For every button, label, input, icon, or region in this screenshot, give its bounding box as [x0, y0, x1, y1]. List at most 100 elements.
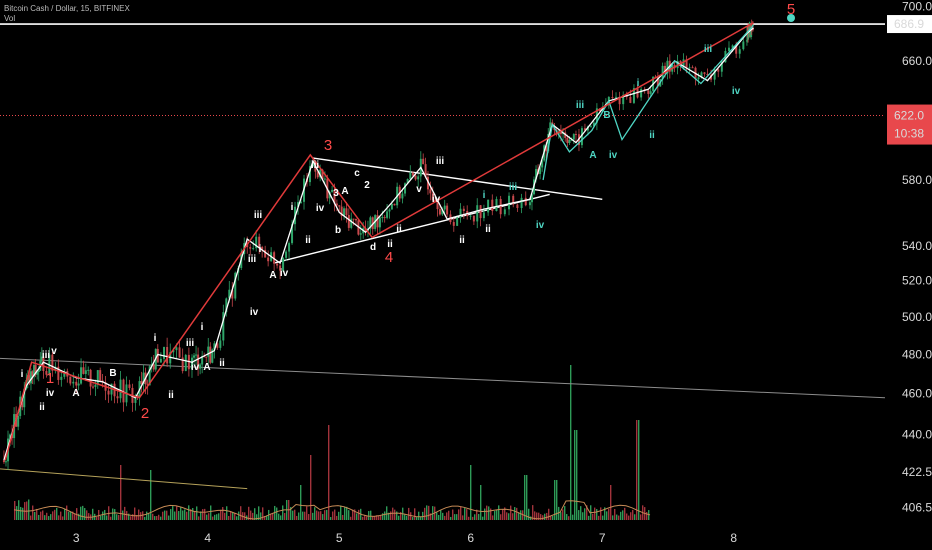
- price-axis-label: 580.0: [902, 173, 932, 187]
- candle-body: [386, 211, 389, 218]
- wave-label-white: i: [21, 369, 24, 380]
- candle-body: [417, 176, 420, 180]
- candle-body: [42, 356, 45, 371]
- candle-body: [580, 128, 583, 146]
- volume-bar: [328, 425, 330, 520]
- candle-body: [404, 183, 407, 194]
- candle-body: [371, 217, 374, 229]
- volume-bar: [190, 509, 192, 520]
- volume-bar: [74, 513, 76, 520]
- price-axis-label: 460.0: [902, 387, 932, 401]
- volume-bar: [332, 511, 334, 520]
- volume-bar: [100, 515, 102, 520]
- volume-bar: [292, 510, 294, 520]
- candle-body: [75, 381, 78, 386]
- volume-bar: [210, 505, 212, 520]
- volume-bar: [250, 510, 252, 520]
- volume-bar: [62, 516, 64, 520]
- candle-body: [495, 198, 498, 212]
- candle-body: [134, 395, 137, 403]
- volume-bar: [408, 507, 410, 520]
- candle-body: [57, 366, 60, 380]
- volume-bar: [290, 507, 292, 520]
- volume-bar: [546, 512, 548, 520]
- candle-body: [51, 354, 54, 371]
- candle-body: [691, 67, 694, 69]
- volume-label[interactable]: Vol: [4, 14, 16, 23]
- volume-bar: [480, 485, 482, 520]
- volume-bar: [306, 506, 308, 520]
- volume-bar: [92, 508, 94, 520]
- wave-label-white: i: [201, 322, 204, 333]
- volume-bar: [334, 509, 336, 520]
- candle-body: [429, 189, 432, 194]
- volume-bar: [80, 506, 82, 520]
- wave-label-white: B: [109, 368, 116, 379]
- candle-body: [228, 289, 231, 299]
- candle-body: [119, 379, 122, 399]
- volume-bar: [136, 515, 138, 520]
- volume-bar: [304, 511, 306, 520]
- candle-body: [742, 41, 745, 50]
- candle-body: [727, 47, 730, 51]
- candle-body: [267, 257, 270, 262]
- volume-bar: [366, 516, 368, 520]
- candle-body: [222, 312, 225, 341]
- volume-bar: [298, 512, 300, 520]
- volume-bar: [22, 507, 24, 520]
- wave-label-white: d: [370, 242, 376, 253]
- candle-body: [664, 65, 667, 74]
- candle-body: [152, 364, 155, 370]
- wave-label-white: iv: [250, 307, 259, 318]
- volume-bar: [544, 513, 546, 520]
- candle-body: [107, 390, 110, 395]
- candle-body: [340, 206, 343, 216]
- top-price-marker: [887, 15, 932, 34]
- candle-body: [547, 133, 550, 152]
- candle-body: [94, 384, 97, 387]
- volume-bar: [368, 511, 370, 520]
- volume-bar: [294, 509, 296, 520]
- volume-bar: [164, 510, 166, 520]
- candle-body: [190, 357, 193, 370]
- volume-bar: [510, 505, 512, 520]
- volume-bar: [372, 515, 374, 520]
- candle-body: [436, 201, 439, 210]
- volume-bar: [410, 512, 412, 520]
- candle-body: [255, 236, 258, 249]
- volume-bar: [436, 512, 438, 520]
- channel-lower-line: [273, 193, 550, 264]
- volume-bar: [60, 511, 62, 520]
- volume-bar: [610, 485, 612, 520]
- volume-bar: [406, 515, 408, 520]
- volume-bar: [400, 511, 402, 520]
- volume-bar: [626, 513, 628, 520]
- volume-bar: [230, 511, 232, 520]
- volume-bar: [452, 509, 454, 520]
- volume-bar: [558, 506, 560, 520]
- volume-bar: [312, 512, 314, 520]
- candle-body: [615, 96, 618, 98]
- candle-body: [472, 215, 475, 222]
- volume-bar: [42, 510, 44, 520]
- candle-body: [82, 367, 85, 374]
- volume-bar: [234, 513, 236, 520]
- volume-bar: [592, 513, 594, 520]
- volume-bar: [320, 511, 322, 520]
- wave-5-marker: [787, 14, 795, 22]
- volume-bar: [182, 510, 184, 520]
- price-axis-label: 540.0: [902, 239, 932, 253]
- volume-bar: [238, 511, 240, 520]
- volume-bar: [338, 511, 340, 520]
- volume-bar: [348, 510, 350, 520]
- volume-bar: [134, 507, 136, 520]
- wave-label-4: 4: [385, 249, 393, 266]
- price-axis-label: 422.5: [902, 465, 932, 479]
- wave-label-white: v: [51, 346, 57, 357]
- volume-bar: [464, 508, 466, 520]
- candle-body: [703, 72, 706, 74]
- volume-bar: [126, 511, 128, 520]
- candle-body: [508, 195, 511, 210]
- volume-bar: [228, 515, 230, 520]
